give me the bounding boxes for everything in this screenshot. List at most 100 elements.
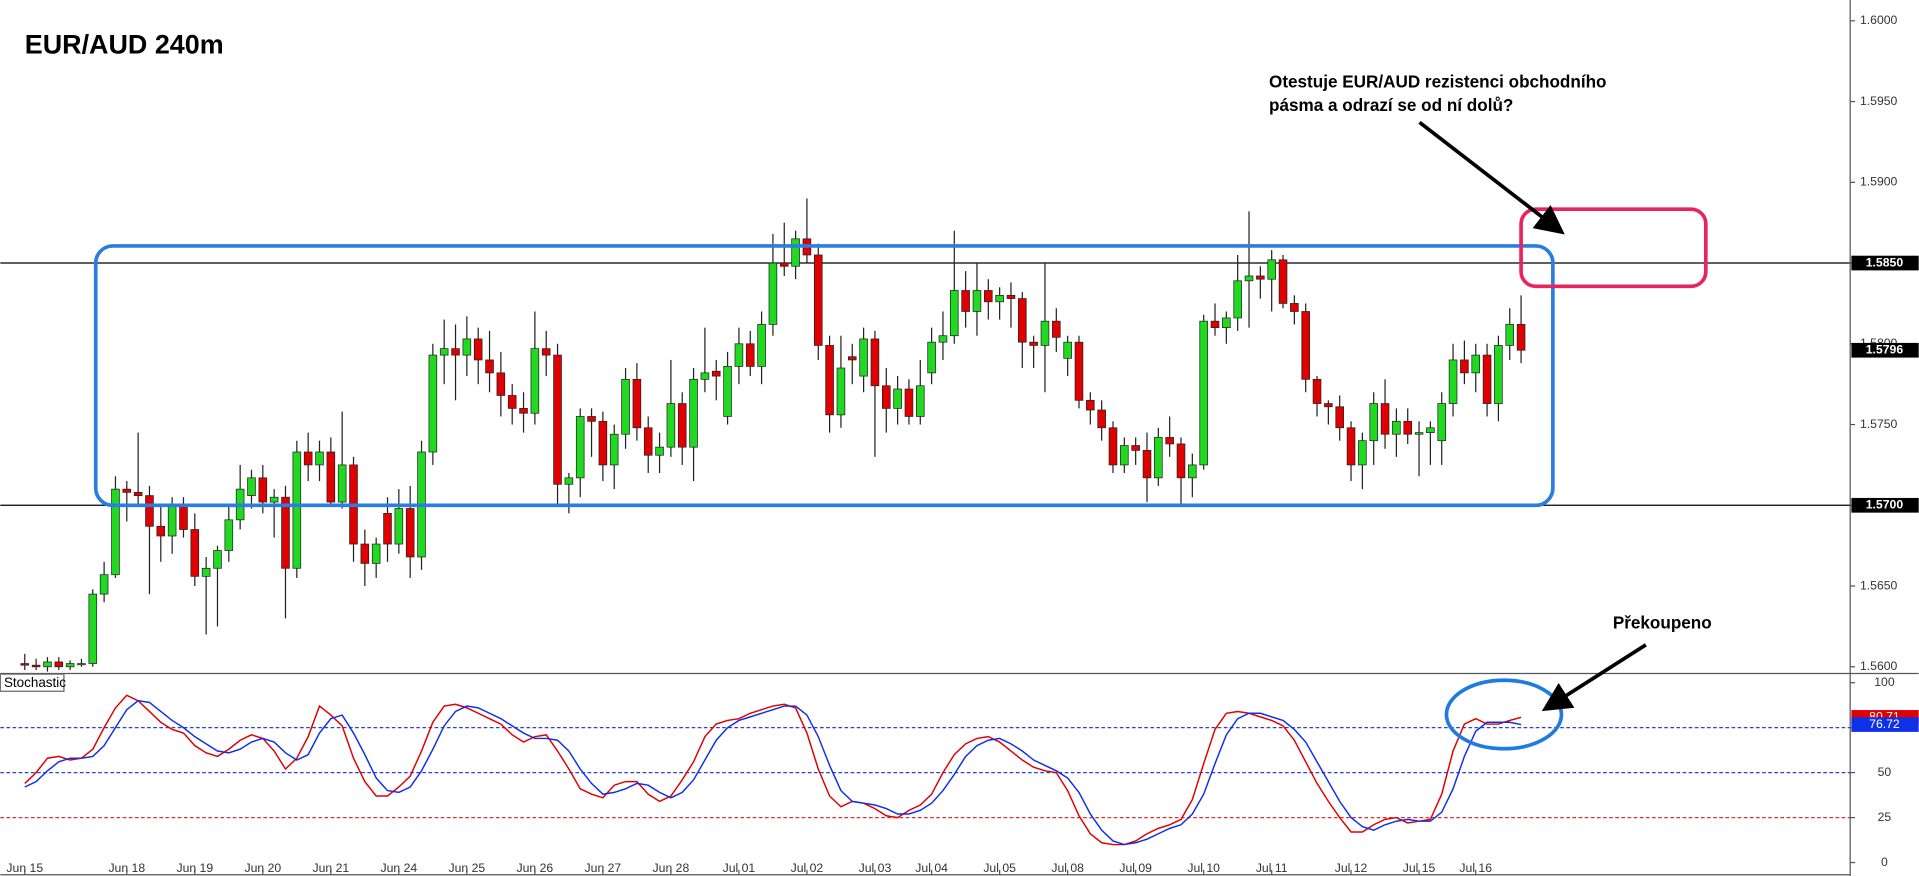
candle-body [519,408,528,414]
price-tag-label: 1.5850 [1866,255,1904,269]
candle-body [859,338,868,377]
candle-body [371,543,381,564]
candle-body [1018,298,1027,343]
candle-body [1165,437,1174,445]
candle-body [451,348,460,356]
candle-body [1176,443,1186,479]
candle-body [1380,403,1390,435]
candle-body [428,354,438,453]
candle-body [1278,259,1288,304]
x-tick-label: Jun 26 [517,861,554,875]
candle-body [190,529,200,577]
annotation: Otestuje EUR/AUD rezistenci obchodního [1269,73,1606,92]
x-tick-label: Jul 02 [791,861,824,875]
x-tick-label: Jul 05 [983,861,1016,875]
candle-body [224,519,234,551]
candle-body [201,567,211,577]
arrow [1541,643,1647,712]
candle-body [156,525,166,537]
range-box [93,244,1555,508]
candle-body [20,663,30,666]
candle-body [745,343,755,367]
candle-body [1335,406,1344,429]
candle-body [1233,280,1242,319]
candle-body [258,477,268,503]
annotation: pásma a odrazí se od ní dolů? [1269,96,1513,115]
candle-body [303,451,313,466]
candle-body [632,378,642,429]
candle-body [43,661,52,668]
x-tick-label: Jun 15 [6,861,43,875]
candle-body [1256,275,1265,280]
candle-body [383,512,392,545]
y-tick-label: 1.5750 [1860,417,1898,431]
candle-body [870,338,880,387]
candle-body [1040,320,1050,346]
x-tick-label: Jul 15 [1403,861,1436,875]
candle-body [281,496,290,569]
candle-body [1142,450,1152,479]
candle-body [1074,341,1084,401]
candle-body [598,420,608,466]
candle-body [360,543,370,564]
candle-body [213,550,222,569]
candle-body [825,345,834,416]
candle-body [111,488,120,576]
candle-body [621,378,630,435]
candle-body [326,451,336,503]
candle-body [961,290,970,312]
x-tick-label: Jul 10 [1187,861,1220,875]
x-tick-label: Jul 12 [1335,861,1368,875]
candle-body [1267,259,1276,280]
candle-body [723,366,732,417]
y-tick-label: 1.5950 [1860,94,1898,108]
candle-body [575,416,585,479]
candle-body [813,254,823,346]
candle-body [1505,324,1515,346]
candle-body [292,451,302,569]
candle-body [995,294,1004,303]
candle-body [133,492,143,496]
candle-body [1188,464,1197,479]
candle-body [734,343,744,367]
x-tick-label: Jun 20 [244,861,281,875]
candle-body [677,403,687,448]
price-tag-label: 1.5700 [1866,498,1904,512]
candle-body [1471,354,1481,374]
candle-body [1516,324,1526,351]
candle-body [507,395,517,409]
candle-body [553,354,562,485]
candle-body [700,372,710,380]
candle-body [1312,378,1322,404]
candle-body [1120,445,1129,466]
annotation: Překoupeno [1613,613,1712,632]
candle-body [1494,345,1503,404]
x-tick-label: Jul 16 [1459,861,1492,875]
candle-body [1108,427,1118,466]
candle-body [655,446,664,456]
stochastic-line [24,694,1522,846]
candle-body [972,290,982,312]
x-tick-label: Jul 08 [1051,861,1084,875]
last-price-tag [1851,342,1919,358]
candle-body [779,262,789,267]
candle-body [643,427,653,456]
candle-body [1448,359,1458,404]
candle-body [1358,440,1367,466]
candle-body [984,290,993,303]
y-tick-label: 50 [1878,765,1892,779]
candle-body [938,335,948,343]
price-tag [1851,255,1919,271]
candle-body [791,238,800,267]
candle-body [1460,359,1469,374]
panel-label: Stochastic [4,675,66,690]
candle-body [1006,294,1016,299]
candle-body [1290,303,1299,312]
candle-body [541,348,551,356]
x-tick-label: Jun 27 [585,861,622,875]
candle-body [893,388,902,409]
x-tick-label: Jul 11 [1256,861,1288,875]
candle-body [1086,399,1095,411]
